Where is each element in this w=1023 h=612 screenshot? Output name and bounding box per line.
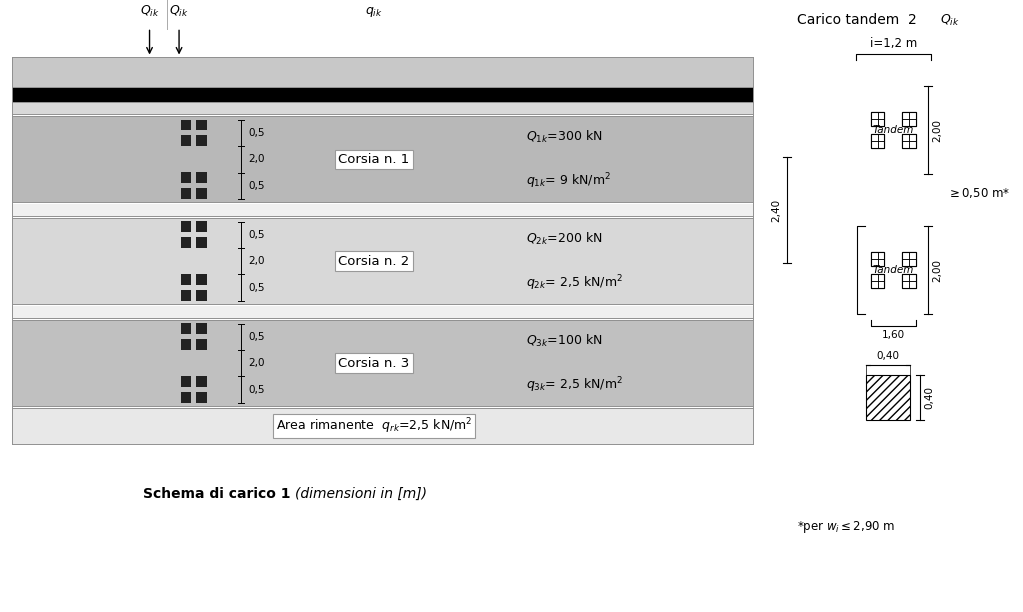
Text: i=1,2 m: i=1,2 m [870, 37, 917, 50]
Bar [196, 119, 207, 130]
Bar [196, 392, 207, 403]
Text: $Q_{ik}$: $Q_{ik}$ [169, 4, 189, 20]
Text: 0,5: 0,5 [248, 181, 264, 191]
Bar [871, 252, 885, 266]
Text: 1,60: 1,60 [882, 330, 905, 340]
Text: 0,40: 0,40 [925, 386, 935, 409]
Bar [871, 135, 885, 148]
Bar [12, 408, 753, 444]
Bar [871, 274, 885, 288]
Text: $q_{ik}$: $q_{ik}$ [365, 6, 383, 20]
Text: $\geq$0,50 m*: $\geq$0,50 m* [947, 186, 1011, 200]
Text: Schema di carico 1: Schema di carico 1 [143, 487, 296, 501]
Text: $Q_{3k}$=100 kN: $Q_{3k}$=100 kN [527, 333, 603, 349]
Text: 0,5: 0,5 [248, 128, 264, 138]
Bar [180, 323, 191, 334]
Bar [12, 58, 753, 88]
Bar [871, 252, 885, 266]
Bar [12, 88, 753, 102]
Text: 0,40: 0,40 [877, 351, 899, 360]
Bar [180, 339, 191, 350]
Bar [180, 290, 191, 301]
Bar [196, 222, 207, 233]
Text: 2,0: 2,0 [248, 154, 264, 165]
Bar [12, 116, 753, 203]
Bar [871, 274, 885, 288]
Text: $q_{2k}$= 2,5 kN/m$^2$: $q_{2k}$= 2,5 kN/m$^2$ [527, 274, 623, 293]
Bar [902, 274, 916, 288]
Text: $Q_{ik}$: $Q_{ik}$ [939, 13, 960, 28]
Text: 2,0: 2,0 [248, 256, 264, 266]
Bar [902, 113, 916, 126]
Bar [865, 375, 910, 420]
Text: Corsia n. 2: Corsia n. 2 [339, 255, 409, 268]
Text: 2,40: 2,40 [771, 199, 782, 222]
Text: Corsia n. 1: Corsia n. 1 [339, 153, 409, 166]
Text: $Q_{ik}$: $Q_{ik}$ [140, 4, 160, 20]
Bar [180, 172, 191, 183]
Bar [12, 320, 753, 406]
Bar [12, 102, 753, 114]
Text: *per $w_i$$\leq$2,90 m: *per $w_i$$\leq$2,90 m [797, 519, 895, 535]
Bar [180, 188, 191, 199]
Text: Area rimanente  $q_{rk}$=2,5 kN/m$^2$: Area rimanente $q_{rk}$=2,5 kN/m$^2$ [275, 416, 473, 436]
Text: $q_{1k}$= 9 kN/m$^2$: $q_{1k}$= 9 kN/m$^2$ [527, 171, 612, 191]
Bar [902, 135, 916, 148]
Bar [12, 204, 753, 216]
Bar [196, 274, 207, 285]
Text: 2,00: 2,00 [933, 259, 942, 282]
Text: $q_{3k}$= 2,5 kN/m$^2$: $q_{3k}$= 2,5 kN/m$^2$ [527, 375, 623, 395]
Bar [902, 252, 916, 266]
Bar [180, 119, 191, 130]
Bar [12, 218, 753, 304]
Bar [180, 222, 191, 233]
Text: Tandem: Tandem [873, 265, 914, 275]
Bar [180, 237, 191, 248]
Text: 2,00: 2,00 [933, 119, 942, 142]
Bar [196, 188, 207, 199]
Bar [902, 252, 916, 266]
Text: (dimensioni in [m]): (dimensioni in [m]) [296, 487, 428, 501]
Bar [902, 274, 916, 288]
Bar [180, 274, 191, 285]
Text: Tandem: Tandem [873, 125, 914, 135]
Text: 0,5: 0,5 [248, 230, 264, 240]
Bar [196, 172, 207, 183]
Text: $Q_{1k}$=300 kN: $Q_{1k}$=300 kN [527, 129, 603, 146]
Bar [180, 135, 191, 146]
Text: Corsia n. 3: Corsia n. 3 [339, 357, 409, 370]
Text: $Q_{2k}$=200 kN: $Q_{2k}$=200 kN [527, 231, 603, 247]
Bar [180, 392, 191, 403]
Bar [12, 306, 753, 318]
Bar [871, 135, 885, 148]
Text: 0,5: 0,5 [248, 283, 264, 293]
Bar [196, 376, 207, 387]
Bar [871, 113, 885, 126]
Bar [871, 113, 885, 126]
Bar [196, 323, 207, 334]
Text: 0,5: 0,5 [248, 384, 264, 395]
Bar [196, 237, 207, 248]
Bar [180, 376, 191, 387]
Bar [196, 135, 207, 146]
Text: 0,5: 0,5 [248, 332, 264, 342]
Bar [196, 339, 207, 350]
Bar [196, 290, 207, 301]
Text: Carico tandem  2: Carico tandem 2 [797, 13, 921, 28]
Bar [902, 135, 916, 148]
Text: 2,0: 2,0 [248, 358, 264, 368]
Bar [902, 113, 916, 126]
